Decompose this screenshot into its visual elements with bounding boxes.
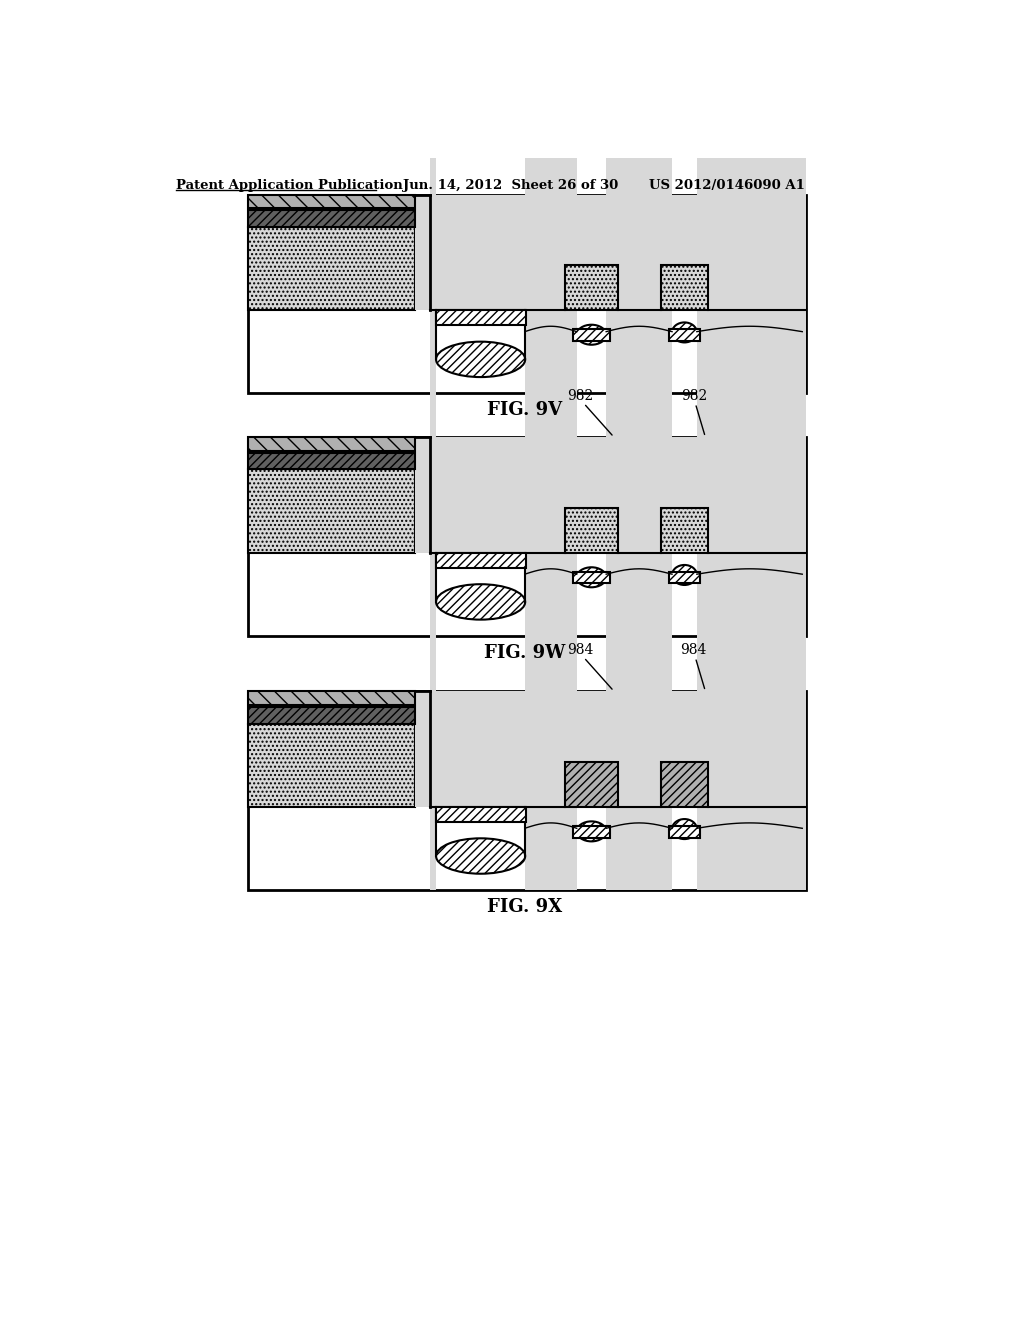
- Text: FIG. 9X: FIG. 9X: [487, 898, 562, 916]
- Bar: [662, 508, 708, 553]
- Bar: [524, 0, 577, 393]
- Ellipse shape: [672, 818, 697, 840]
- Bar: [606, 0, 672, 393]
- Bar: [697, 13, 806, 636]
- Ellipse shape: [672, 322, 697, 342]
- Bar: [565, 265, 617, 310]
- Bar: [524, 13, 577, 636]
- Bar: [572, 826, 610, 838]
- Bar: [430, 692, 806, 807]
- Text: 982: 982: [681, 389, 707, 404]
- Text: US 2012/0146090 A1: US 2012/0146090 A1: [649, 180, 805, 193]
- Bar: [248, 723, 415, 807]
- Bar: [436, 553, 525, 568]
- Bar: [577, 826, 606, 832]
- Bar: [430, 13, 436, 636]
- Bar: [572, 572, 610, 583]
- Bar: [436, 553, 525, 603]
- Text: 984: 984: [681, 643, 707, 657]
- Bar: [672, 826, 697, 829]
- Bar: [697, 521, 806, 890]
- Bar: [248, 227, 415, 310]
- Bar: [248, 692, 415, 705]
- Bar: [248, 194, 415, 209]
- Bar: [248, 706, 415, 723]
- Ellipse shape: [436, 585, 525, 619]
- Bar: [572, 330, 610, 341]
- Bar: [672, 572, 697, 576]
- Bar: [436, 310, 525, 326]
- Bar: [577, 572, 606, 577]
- Bar: [669, 330, 700, 341]
- Ellipse shape: [577, 325, 606, 345]
- Bar: [524, 521, 577, 890]
- Bar: [662, 265, 708, 310]
- Text: 982: 982: [566, 389, 593, 404]
- Bar: [606, 521, 672, 890]
- Bar: [606, 13, 672, 636]
- Bar: [248, 470, 415, 553]
- Bar: [565, 762, 617, 807]
- Bar: [248, 453, 415, 470]
- Bar: [415, 194, 430, 310]
- Bar: [248, 194, 806, 393]
- Bar: [430, 194, 806, 310]
- Bar: [669, 826, 700, 838]
- Bar: [430, 437, 806, 553]
- Ellipse shape: [672, 565, 697, 585]
- Bar: [669, 572, 700, 583]
- Bar: [577, 330, 606, 335]
- Ellipse shape: [436, 838, 525, 874]
- Bar: [248, 437, 415, 451]
- Bar: [565, 508, 617, 553]
- Bar: [697, 0, 806, 393]
- Ellipse shape: [577, 821, 606, 841]
- Text: FIG. 9W: FIG. 9W: [484, 644, 565, 661]
- Bar: [248, 692, 806, 890]
- Bar: [662, 762, 708, 807]
- Text: Jun. 14, 2012  Sheet 26 of 30: Jun. 14, 2012 Sheet 26 of 30: [403, 180, 618, 193]
- Ellipse shape: [577, 568, 606, 587]
- Bar: [248, 437, 806, 636]
- Bar: [672, 330, 697, 333]
- Bar: [430, 521, 436, 890]
- Bar: [248, 210, 415, 227]
- Bar: [436, 807, 525, 822]
- Bar: [415, 437, 430, 553]
- Text: Patent Application Publication: Patent Application Publication: [176, 180, 402, 193]
- Bar: [436, 807, 525, 858]
- Text: 984: 984: [566, 643, 593, 657]
- Text: FIG. 9V: FIG. 9V: [487, 401, 562, 418]
- Ellipse shape: [436, 342, 525, 378]
- Bar: [415, 692, 430, 807]
- Bar: [430, 0, 436, 393]
- Bar: [436, 310, 525, 360]
